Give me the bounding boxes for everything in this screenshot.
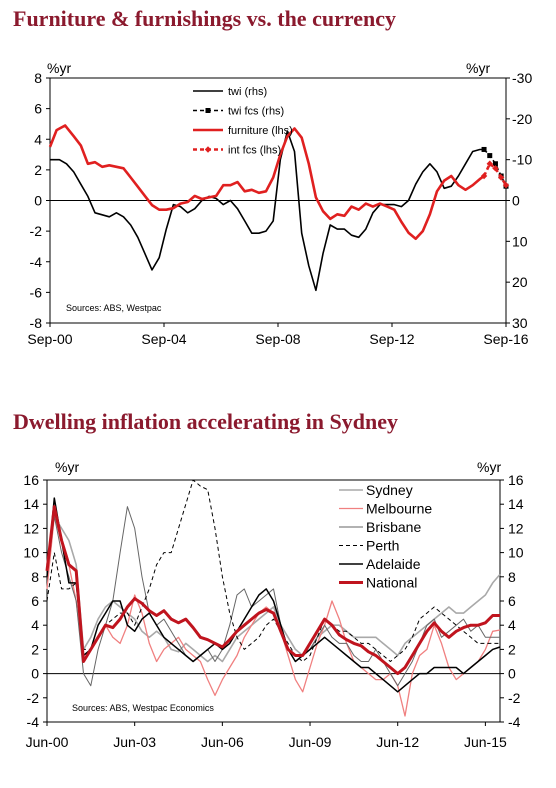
chart2-x-tick-label: Jun-00 [26,734,69,750]
chart1-left-tick-label: -2 [30,223,43,239]
chart2-source: Sources: ABS, Westpac Economics [72,703,214,713]
chart2-left-tick-label: 14 [23,496,39,512]
chart2-left-tick-label: -2 [27,690,40,706]
chart1-left-tick-label: 8 [34,70,42,86]
chart1-left-tick-label: -4 [30,254,43,270]
chart2-left-tick-label: 12 [23,520,39,536]
chart1-axes [46,77,510,327]
chart1-marker-int-fcs-lhs [492,165,499,172]
chart2-right-tick-label: 4 [508,617,516,633]
chart2-right-tick-label: 12 [508,520,524,536]
chart2-series-national [45,505,500,676]
chart2-left-tick-label: 2 [31,641,39,657]
chart2-right-unit: %yr [477,459,501,475]
chart1-right-tick-label: -20 [512,111,532,127]
chart2-right-tick-label: 6 [508,593,516,609]
chart2-left-tick-label: 10 [23,545,39,561]
chart2-x-tick-label: Jun-12 [376,734,419,750]
chart1-right-tick-label: 20 [512,274,528,290]
chart2-series-adelaide [46,497,501,693]
chart2-right-tick-label: 16 [508,472,524,488]
chart2-x-tick-label: Jun-06 [201,734,244,750]
chart2-legend-label-perth: Perth [366,538,399,554]
chart1-marker-int-fcs-lhs [480,172,488,180]
chart2-right-tick-label: -2 [508,690,521,706]
chart1-marker-int-fcs-lhs [486,160,493,167]
chart1-legend-marker [204,146,212,153]
chart2-legend-label-melbourne: Melbourne [366,501,432,517]
chart1-x-tick-label: Sep-00 [27,331,72,347]
chart1-series-twi-rhs [50,130,485,292]
chart1-marker-twi-fcs-rhs [487,153,493,159]
chart1-right-tick-label: 10 [512,233,528,249]
chart1-right-tick-label: 30 [512,315,528,331]
chart2-right-tick-label: 2 [508,641,516,657]
chart1-legend-marker [205,108,211,113]
chart1-marker-int-fcs-lhs [502,181,510,189]
chart2-x-tick-label: Jun-03 [113,734,156,750]
chart1-left-tick-label: 0 [34,193,42,209]
chart2-legend: Sydney Melbourne Brisbane Perth Adelaide Nati… [339,482,432,591]
chart2-left-tick-label: 8 [31,569,39,585]
chart1-marker-twi-fcs-rhs [481,146,487,152]
chart2-series-brisbane [46,506,500,687]
chart1-right-tick-label: 0 [512,193,520,209]
chart1-marker-twi-fcs-rhs [492,161,498,167]
chart1-x-tick-label: Sep-16 [483,331,528,347]
chart1-left-tick-label: 4 [34,131,42,147]
chart2-right-tick-label: 10 [508,545,524,561]
chart2-dwelling-inflation: 16 16 14 14 12 12 10 10 8 8 6 6 4 4 2 2 0 0 -2 -2 -4 -4 Jun-00… [23,459,523,750]
chart1-left-tick-label: -6 [30,284,43,300]
chart1-x-tick-label: Sep-08 [255,331,300,347]
chart1-legend-label-furniture-lhs: furniture (lhs) [228,125,293,137]
chart2-right-tick-label: 14 [508,496,524,512]
chart2-left-tick-label: 16 [23,472,39,488]
chart1-x-tick-label: Sep-04 [141,331,186,347]
chart1-marker-int-fcs-lhs [497,174,505,181]
chart1-right-tick-label: -10 [512,152,532,168]
chart2-legend-label-adelaide: Adelaide [366,556,421,572]
chart1-series [48,124,510,292]
chart1-legend-label-twi-fcs-rhs: twi fcs (rhs) [228,106,284,118]
chart2-left-tick-label: -4 [27,714,40,730]
chart2-tick-labels: 16 16 14 14 12 12 10 10 8 8 6 6 4 4 2 2 0 0 -2 -2 -4 -4 Jun-00… [23,472,523,750]
chart2-x-tick-label: Jun-15 [464,734,507,750]
chart1-source: Sources: ABS, Westpac [66,303,162,313]
chart2-title: Dwelling inflation accelerating in Sydne… [13,409,398,434]
chart1-title: Furniture & furnishings vs. the currency [13,6,396,31]
chart1-left-tick-label: -8 [30,315,43,331]
chart2-left-tick-label: 0 [31,666,39,682]
chart1-series-furniture-lhs [48,124,485,241]
chart1-legend-label-twi-rhs: twi (rhs) [228,86,267,98]
chart1-legend-label-int-fcs-lhs: int fcs (lhs) [228,145,281,157]
chart1-left-tick-label: 6 [34,101,42,117]
chart2-x-tick-label: Jun-09 [289,734,332,750]
chart1-x-tick-label: Sep-12 [369,331,414,347]
chart1-series-twi-fcs-rhs [483,148,507,187]
chart2-right-tick-label: -4 [508,714,521,730]
chart2-left-tick-label: 6 [31,593,39,609]
chart2-legend-label-national: National [366,575,417,591]
chart1-right-unit: %yr [466,60,490,76]
chart2-right-tick-label: 8 [508,569,516,585]
chart1-left-tick-label: 2 [34,162,42,178]
chart1-left-unit: %yr [47,60,71,76]
chart2-right-tick-label: 0 [508,666,516,682]
chart2-left-unit: %yr [55,459,79,475]
chart2-left-tick-label: 4 [31,617,39,633]
chart2-legend-label-sydney: Sydney [366,482,413,498]
chart1-legend: twi (rhs) twi fcs (rhs) furniture (lhs) int… [193,86,293,157]
chart1-series-int-fcs-lhs [482,162,508,186]
chart2-series [45,479,501,717]
chart2-legend-label-brisbane: Brisbane [366,519,421,535]
chart1-right-tick-label: -30 [512,70,532,86]
